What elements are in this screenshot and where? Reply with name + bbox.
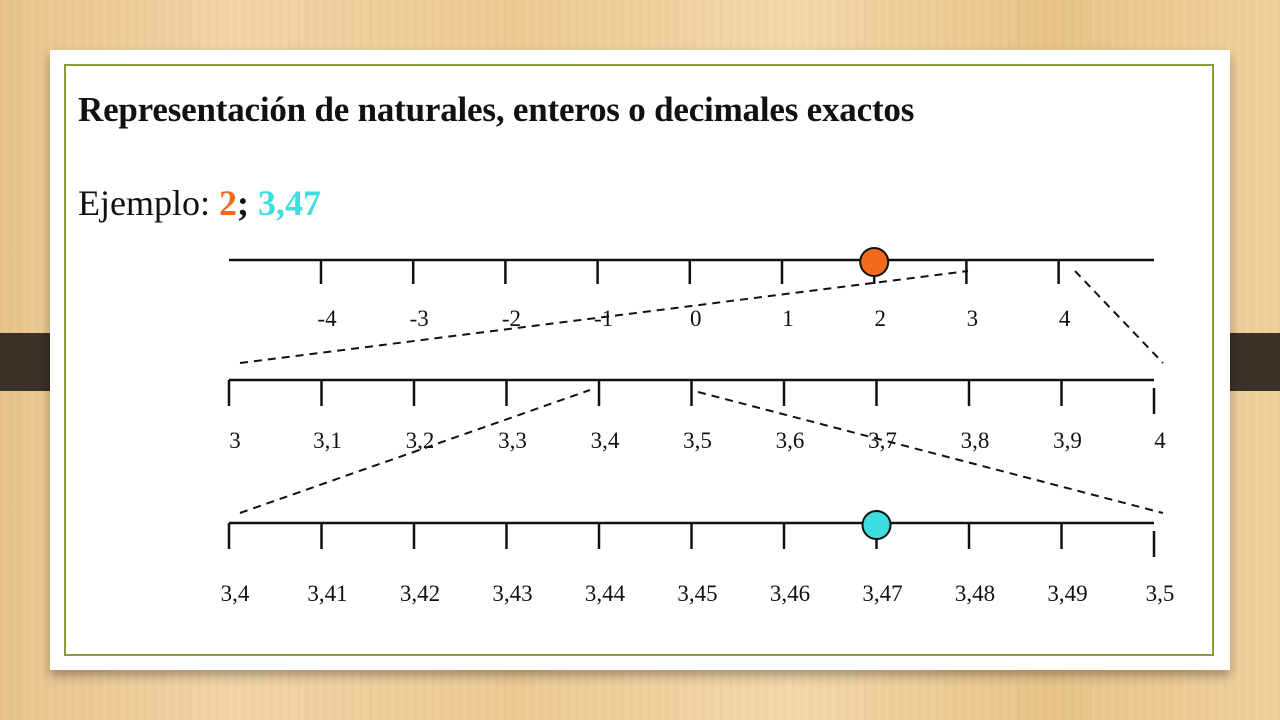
tick-label: 3,45: [677, 581, 717, 606]
tick-label: -2: [502, 306, 521, 331]
tick-label: 3,49: [1047, 581, 1087, 606]
zoom-guide-dashed-line: [239, 389, 591, 514]
tick-label: 3: [229, 428, 241, 453]
tick-label: 4: [1059, 306, 1071, 331]
tick-label: 3,47: [862, 581, 902, 606]
slide-frame: [64, 64, 1214, 656]
tick-label: -1: [594, 306, 613, 331]
tick-label: 3: [967, 306, 979, 331]
example-label: Ejemplo:: [78, 183, 210, 223]
tick-label: 4: [1154, 428, 1166, 453]
tick-label: 3,3: [498, 428, 527, 453]
tick-label: 3,44: [585, 581, 626, 606]
tick-label: 3,48: [955, 581, 995, 606]
tick-label: 3,5: [683, 428, 712, 453]
tick-label: 3,8: [961, 428, 990, 453]
tick-label: 3,6: [776, 428, 805, 453]
tick-label: 3,42: [400, 581, 440, 606]
tick-label: 3,41: [307, 581, 347, 606]
example-separator: ;: [236, 183, 249, 223]
example-line: Ejemplo: 2; 3,47: [78, 182, 321, 224]
example-value-integer: 2: [218, 183, 237, 223]
marker-orange-integers: [859, 247, 890, 277]
tick-label: 3,7: [868, 428, 897, 453]
tick-label: 3,4: [591, 428, 620, 453]
zoom-guide-dashed-line: [239, 270, 969, 364]
tick-label: -4: [317, 306, 337, 331]
slide-title: Representación de naturales, enteros o d…: [78, 90, 915, 129]
tick-label: 3,5: [1146, 581, 1175, 606]
zoom-guide-dashed-line: [697, 391, 1164, 514]
tick-label: 1: [782, 306, 794, 331]
zoom-guide-dashed-line: [1074, 270, 1164, 364]
tick-label: 3,9: [1053, 428, 1082, 453]
tick-label: 0: [690, 306, 702, 331]
tick-label: 3,2: [406, 428, 435, 453]
slide: Representación de naturales, enteros o d…: [50, 50, 1230, 670]
example-value-decimal: 3,47: [257, 183, 321, 223]
marker-cyan-hundredths: [861, 510, 892, 540]
tick-label: 3,1: [313, 428, 342, 453]
tick-label: 3,43: [492, 581, 532, 606]
tick-label: -3: [410, 306, 429, 331]
tick-label: 3,4: [221, 581, 250, 606]
tick-label: 2: [874, 306, 886, 331]
tick-label: 3,46: [770, 581, 810, 606]
